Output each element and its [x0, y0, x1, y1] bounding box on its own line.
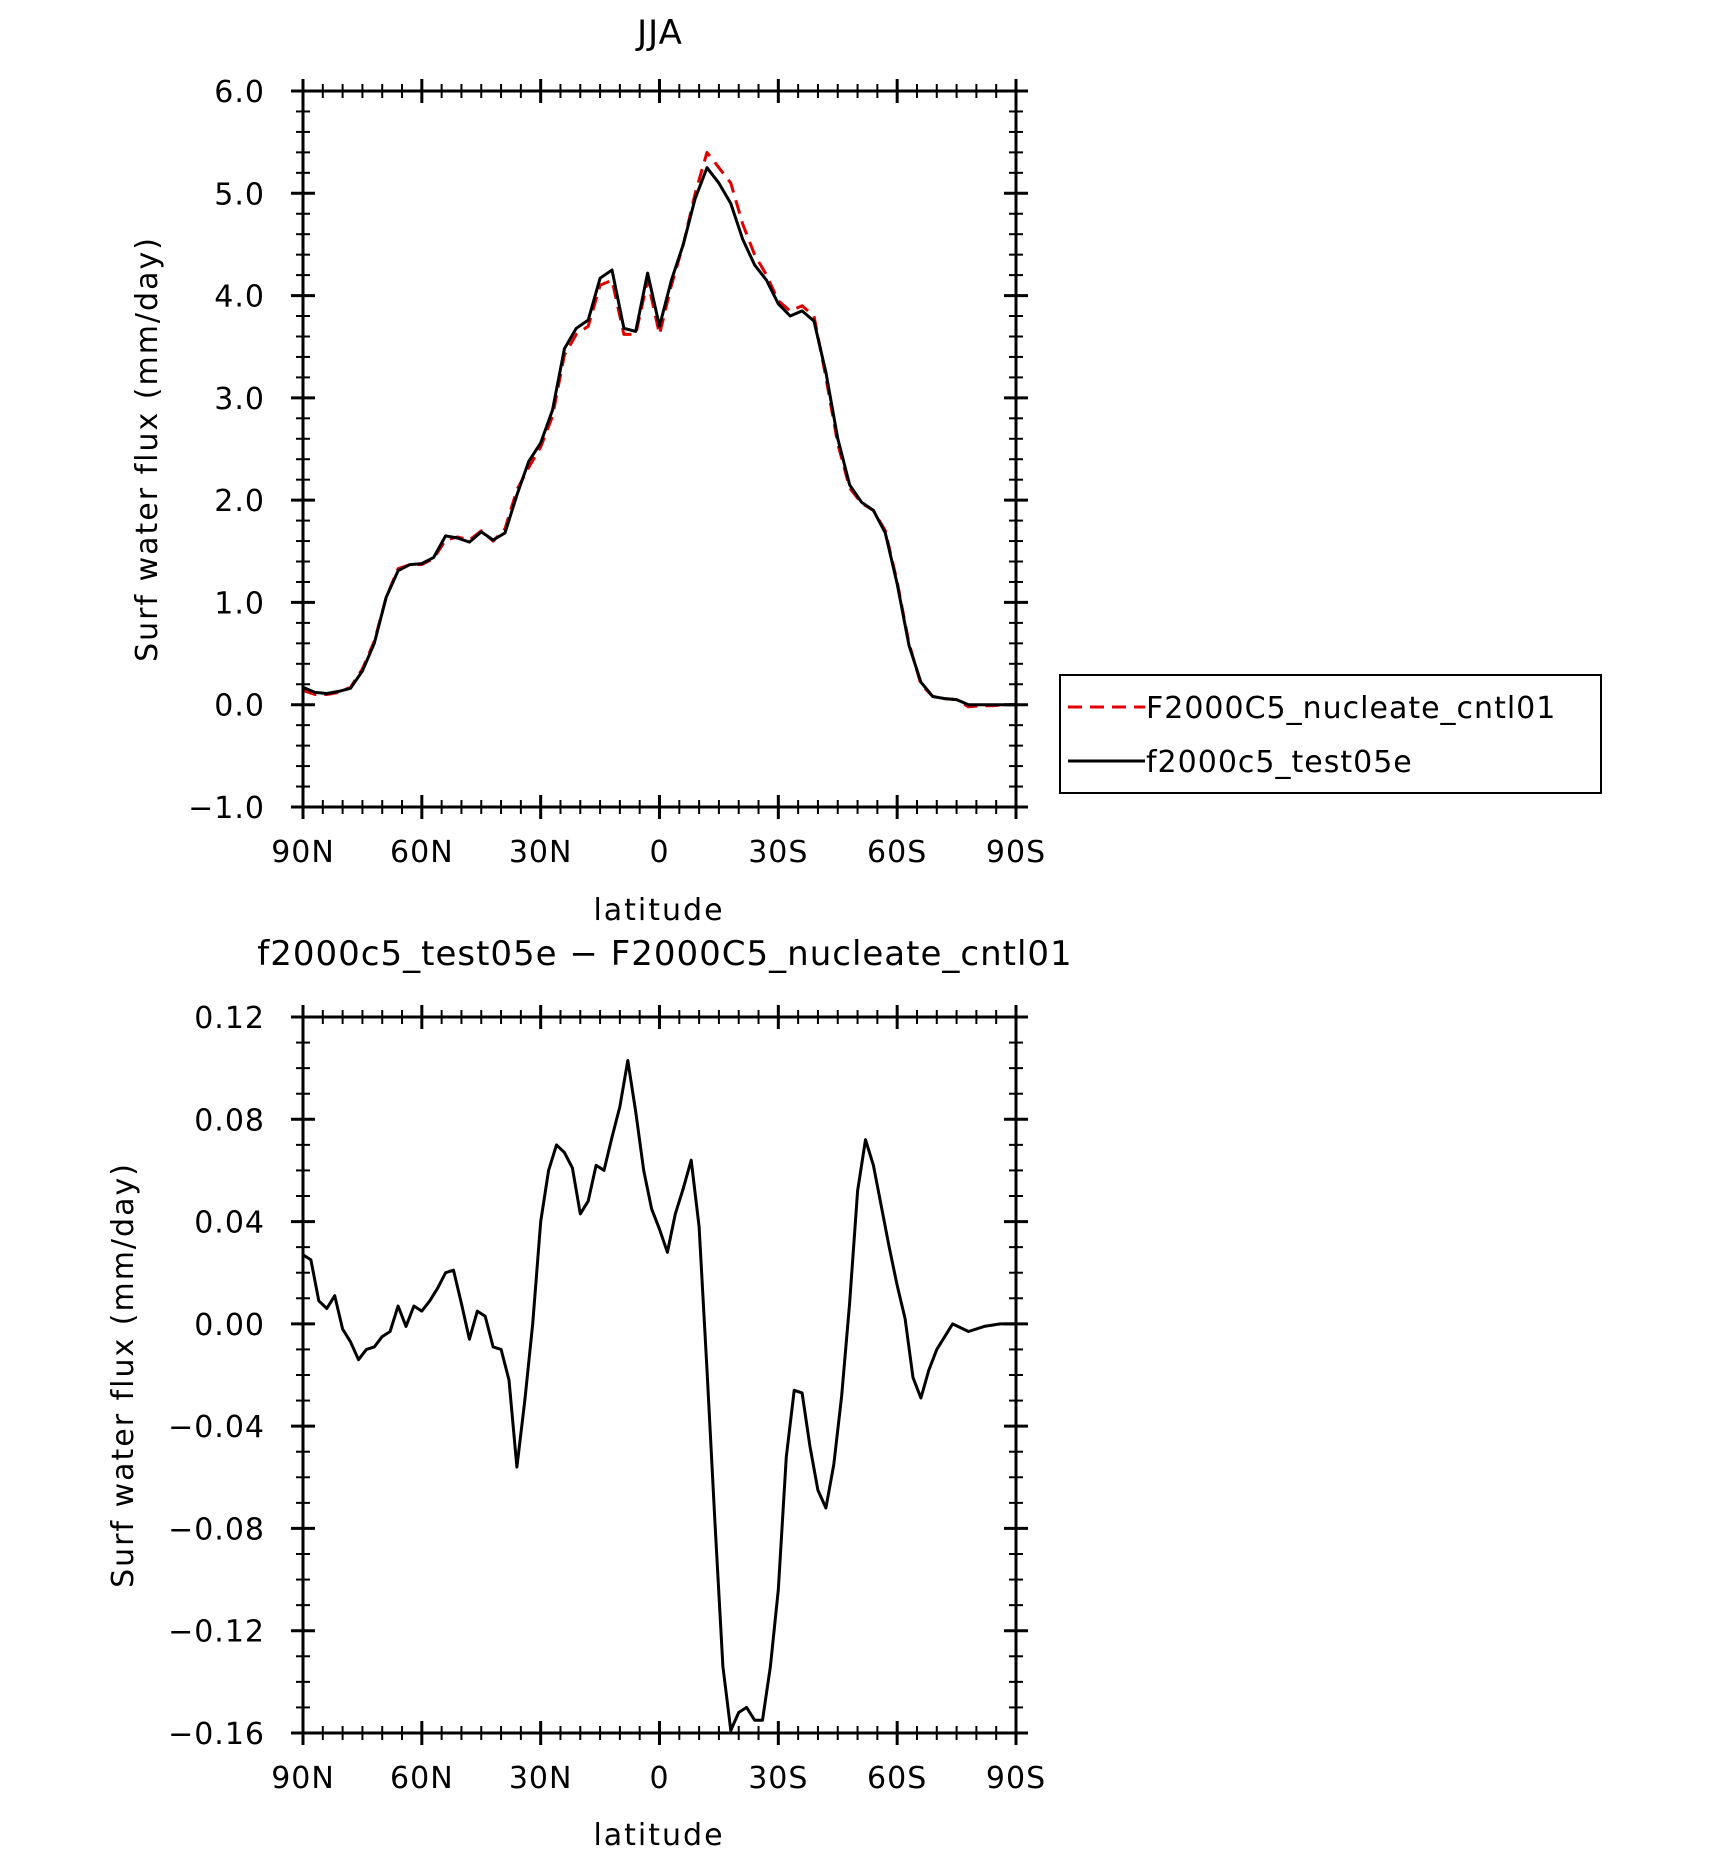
top-chart-y-tick-label: −1.0 [188, 791, 265, 826]
bottom-chart-y-tick-label: 0.00 [194, 1308, 265, 1343]
bottom-chart-x-tick-label: 60N [390, 1761, 454, 1796]
bottom-chart-x-tick-label: 60S [867, 1761, 927, 1796]
top-chart-x-tick-label: 30N [509, 835, 573, 870]
bottom-chart-plot-frame [301, 1015, 1018, 1735]
bottom-chart-series-line-difference [302, 1059, 1016, 1732]
bottom-chart-y-tick-label: −0.08 [168, 1512, 265, 1547]
top-chart-x-tick-label: 30S [748, 835, 808, 870]
top-chart-legend: F2000C5_nucleate_cntl01 f2000c5_test05e [1059, 674, 1602, 794]
top-chart-x-tick-label: 90N [271, 835, 335, 870]
top-chart-y-tick-label: 4.0 [214, 280, 265, 315]
bottom-chart-y-tick-label: −0.12 [168, 1615, 265, 1650]
bottom-chart-y-tick-label: −0.04 [168, 1410, 265, 1445]
top-chart-y-axis-label: Surf water flux (mm/day) [130, 236, 165, 662]
top-chart-x-tick-label: 60N [390, 835, 454, 870]
bottom-chart-axes: 90N 60N 30N 0 30S 60S 90S 0.12 0.08 0.04 0.00 −0.04… [168, 1001, 1046, 1796]
top-chart-y-tick-label: 3.0 [214, 382, 265, 417]
top-chart-y-tick-label: 0.0 [214, 689, 265, 724]
bottom-chart-title: f2000c5_test05e − F2000C5_nucleate_cntl0… [257, 934, 1072, 974]
top-chart-x-tick-label: 60S [867, 835, 927, 870]
top-chart-x-tick-label: 90S [986, 835, 1046, 870]
bottom-chart-y-axis-label: Surf water flux (mm/day) [106, 1162, 141, 1588]
bottom-chart-x-tick-label: 30N [509, 1761, 573, 1796]
bottom-chart-x-tick-label: 30S [748, 1761, 808, 1796]
top-chart-marks [302, 150, 1016, 709]
bottom-chart-marks [302, 1059, 1016, 1732]
top-chart-series-line-f2000c5_nucleate_cntl01 [302, 150, 1016, 709]
bottom-chart-panel: f2000c5_test05e − F2000C5_nucleate_cntl0… [106, 934, 1072, 1850]
top-chart-y-tick-label: 6.0 [214, 75, 265, 110]
top-chart-title: JJA [635, 13, 683, 53]
bottom-chart-y-tick-label: 0.12 [194, 1001, 265, 1036]
top-chart-plot-frame [301, 89, 1018, 809]
top-chart-x-axis-label: latitude [593, 893, 724, 928]
legend-label-cntl01: F2000C5_nucleate_cntl01 [1146, 691, 1556, 726]
legend-label-test05e: f2000c5_test05e [1146, 745, 1413, 780]
bottom-chart-y-tick-label: 0.08 [194, 1103, 265, 1138]
top-chart-y-tick-label: 5.0 [214, 177, 265, 212]
bottom-chart-x-tick-label: 90N [271, 1761, 335, 1796]
top-chart-series-line-f2000c5_test05e [302, 166, 1016, 707]
top-chart-panel: JJA 90N 60N 30N 0 30S 60S 90S 6.0 5.0 4.0 3.0 2.0 1.… [130, 13, 1602, 928]
top-chart-y-tick-label: 2.0 [214, 484, 265, 519]
legend-box [1059, 674, 1602, 794]
top-chart-x-tick-label: 0 [649, 835, 669, 870]
bottom-chart-x-tick-label: 0 [649, 1761, 669, 1796]
bottom-chart-y-tick-label: −0.16 [168, 1717, 265, 1752]
top-chart-axes: 90N 60N 30N 0 30S 60S 90S 6.0 5.0 4.0 3.0 2.0 1.0 0.0… [188, 75, 1046, 870]
bottom-chart-x-axis-label: latitude [593, 1818, 724, 1850]
bottom-chart-x-tick-label: 90S [986, 1761, 1046, 1796]
bottom-chart-y-tick-label: 0.04 [194, 1206, 265, 1241]
top-chart-y-tick-label: 1.0 [214, 586, 265, 621]
